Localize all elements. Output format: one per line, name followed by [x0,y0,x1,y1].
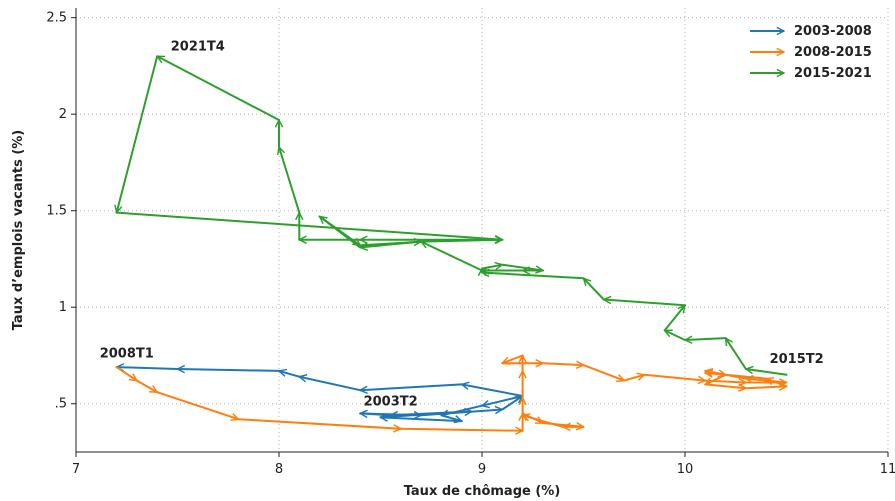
series-arrow-segment [541,363,584,365]
series-2015-2021 [115,55,788,376]
series-arrow-segment [685,338,727,340]
x-tick-label: 7 [72,462,80,477]
y-tick-label: 2.5 [46,11,67,26]
legend-label: 2015-2021 [794,66,872,81]
annotation-label: 2003T2 [364,395,418,410]
series-arrow-segment [135,379,157,394]
y-axis-label: Taux d’emplois vacants (%) [11,130,26,331]
series-arrow-segment [360,383,463,390]
series-arrow-segment [744,386,787,388]
series-arrow-segment [115,366,137,382]
x-tick-label: 10 [677,462,694,477]
series-arrow-segment [156,391,238,419]
series-arrow-segment [318,215,361,247]
annotation-label: 2015T2 [770,352,824,367]
series-arrow-segment [502,354,524,364]
series-arrow-segment [359,242,421,247]
series-arrow-segment [117,367,179,369]
series-arrow-segment [359,413,421,415]
x-tick-label: 11 [880,462,895,477]
series-arrow-segment [117,55,159,212]
annotation-label: 2008T1 [100,346,154,361]
x-tick-label: 9 [478,462,486,477]
series-arrow-segment [724,338,747,370]
series-arrow-segment [399,429,524,431]
series-arrow-segment [746,369,788,376]
series-arrow-segment [462,384,524,397]
series-arrow-segment [482,273,585,280]
axes [75,8,888,453]
series-arrow-segment [420,410,502,417]
series-arrow-segment [705,373,727,386]
y-tick-label: 2 [59,107,67,122]
y-tick-label: .5 [55,397,67,412]
series-arrow-segment [299,377,362,392]
series-arrow-segment [421,240,483,272]
legend-label: 2008-2015 [794,45,872,60]
x-axis-label: Taux de chômage (%) [404,484,561,499]
y-tick-label: 1 [59,300,67,315]
legend: 2003-2008 2008-2015 2015-2021 [750,24,872,81]
series-arrow-segment [705,373,768,380]
series-arrow-segment [279,147,301,214]
series-arrow-segment [176,369,280,371]
annotations: 2021T4 2008T1 2003T2 2015T2 [100,39,824,409]
y-tick-label: 1.5 [46,204,67,219]
series-arrow-segment [523,415,565,428]
series-arrow-segment [665,329,686,341]
series-arrow-segment [279,371,301,378]
series-arrow-segment [157,55,280,121]
series-arrow-segment [584,278,605,301]
series-2003-2008 [117,367,523,421]
series-arrow-segment [582,364,625,381]
series-2008-2015 [115,354,788,431]
series-arrow-segment [237,418,400,429]
series-arrow-segment [604,300,686,307]
series-arrow-segment [115,211,503,240]
series-arrow-segment [766,379,788,388]
series-arrow-segment [704,383,746,388]
series-arrow-segment [643,373,705,381]
series-arrow-segment [663,305,685,332]
grid [75,8,889,452]
ticks: 7 8 9 10 11.511.522.5 [46,11,895,477]
series [115,55,788,431]
series-arrow-segment [623,375,644,382]
series-arrow-segment [481,265,502,269]
x-tick-label: 8 [275,462,283,477]
annotation-label: 2021T4 [171,39,225,54]
legend-label: 2003-2008 [794,24,872,39]
